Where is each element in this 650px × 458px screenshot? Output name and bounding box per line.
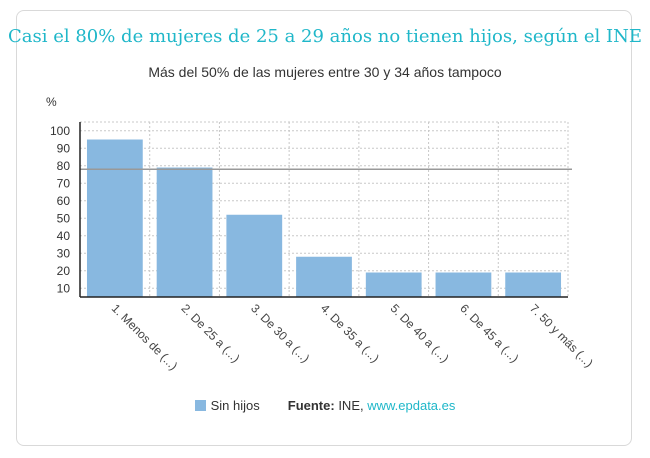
source-label: Fuente:: [287, 398, 335, 413]
y-tick-label: 80: [57, 159, 71, 173]
y-tick-label: 100: [50, 124, 70, 138]
bar: [156, 167, 213, 297]
bar: [365, 272, 422, 297]
y-tick-label: 30: [57, 246, 71, 260]
x-tick-label: 4. De 35 a (...): [318, 301, 382, 365]
bar: [86, 139, 143, 297]
y-tick-label: 50: [57, 211, 71, 225]
y-unit-label: %: [46, 95, 57, 109]
y-tick-label: 90: [57, 141, 71, 155]
bar: [226, 214, 283, 297]
legend: Sin hijos Fuente: INE, www.epdata.es: [0, 398, 650, 413]
y-tick-label: 10: [57, 281, 71, 295]
chart-subtitle: Más del 50% de las mujeres entre 30 y 34…: [148, 64, 502, 80]
x-tick-label: 1. Menos de (...): [109, 301, 181, 373]
y-tick-label: 60: [57, 194, 71, 208]
bar: [435, 272, 492, 297]
x-tick-label: 5. De 40 a (...): [388, 301, 452, 365]
bar: [296, 256, 352, 297]
x-tick-label: 2. De 25 a (...): [178, 301, 242, 365]
y-tick-label: 70: [57, 176, 71, 190]
legend-swatch: [194, 400, 206, 411]
x-tick-label: 7. 50 y más (...): [527, 301, 596, 370]
x-tick-label: 6. De 45 a (...): [457, 301, 521, 365]
source-link[interactable]: www.epdata.es: [367, 398, 456, 413]
legend-item-sin-hijos[interactable]: Sin hijos: [194, 398, 260, 413]
bar: [505, 272, 562, 297]
source-text: INE,: [334, 398, 368, 413]
y-tick-label: 20: [57, 264, 71, 278]
legend-label: Sin hijos: [210, 398, 260, 413]
y-tick-label: 40: [57, 229, 71, 243]
x-tick-label: 3. De 30 a (...): [248, 301, 312, 365]
chart-title: Casi el 80% de mujeres de 25 a 29 años n…: [7, 26, 643, 47]
